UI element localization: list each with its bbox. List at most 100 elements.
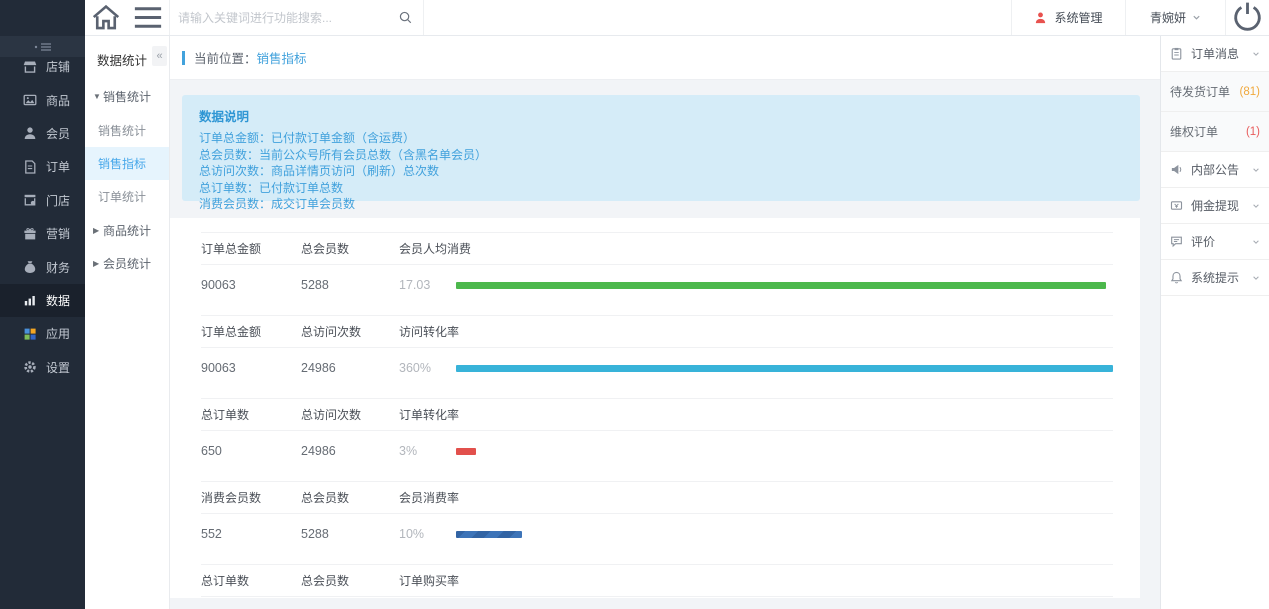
metric-col-label: 总会员数 <box>301 572 399 589</box>
metric-value-row: 90063 5288 17.03 <box>201 265 1113 306</box>
metric-group-order-purchase-rate: 总订单数 总会员数 订单购买率 650 5288 12% <box>201 564 1113 609</box>
sidebar-item-apps[interactable]: 应用 <box>0 317 85 350</box>
sidebar-item-label: 财务 <box>46 259 70 276</box>
metric-value-row: 90063 24986 360% <box>201 348 1113 389</box>
panel-section-order-messages[interactable]: 订单消息 <box>1161 36 1269 72</box>
metric-col-label: 总访问次数 <box>301 323 399 340</box>
metric-header-row: 总订单数 总访问次数 订单转化率 <box>201 398 1113 431</box>
search-input[interactable] <box>178 11 398 25</box>
submenu-item-order-stats[interactable]: 订单统计 <box>85 180 169 213</box>
metric-header-row: 总订单数 总会员数 订单购买率 <box>201 564 1113 597</box>
breadcrumb-current-link[interactable]: 销售指标 <box>257 48 307 67</box>
member-icon <box>23 126 37 140</box>
progress-bar <box>456 282 1106 289</box>
panel-section-label: 评价 <box>1191 233 1215 250</box>
count-badge: (1) <box>1246 126 1260 138</box>
global-search <box>170 0 424 35</box>
goods-icon <box>23 93 37 107</box>
sidebar-item-label: 订单 <box>46 158 70 175</box>
progress-bar-track <box>456 282 1113 289</box>
sidebar-item-label: 营销 <box>46 225 70 242</box>
submenu-title: 数据统计 <box>97 54 147 68</box>
admin-dashboard: 店铺 商品 会员 订单 门店 营销 财务 数据 应用 设置 系统管理 青婉妍 <box>0 0 1269 609</box>
sidebar-item-members[interactable]: 会员 <box>0 117 85 150</box>
bell-icon <box>1170 271 1183 284</box>
panel-section-commission-withdraw[interactable]: 佣金提现 <box>1161 188 1269 224</box>
submenu-item-sales-stats[interactable]: 销售统计 <box>85 113 169 146</box>
sidebar-item-label: 设置 <box>46 359 70 376</box>
metric-group-visit-conversion: 订单总金额 总访问次数 访问转化率 90063 24986 360% <box>201 315 1113 389</box>
metric-group-order-conversion: 总订单数 总访问次数 订单转化率 650 24986 3% <box>201 398 1113 472</box>
metrics-card: 订单总金额 总会员数 会员人均消费 90063 5288 17.03 订单总金额… <box>170 218 1140 598</box>
panel-item-label: 维权订单 <box>1170 123 1218 140</box>
metric-value: 552 <box>201 527 301 541</box>
metric-value: 5288 <box>301 278 399 292</box>
metric-value: 90063 <box>201 361 301 375</box>
comment-icon <box>1170 235 1183 248</box>
info-line: 消费会员数：成交订单会员数 <box>199 196 1123 213</box>
submenu-collapse-button[interactable]: « <box>152 46 167 66</box>
shop-icon <box>23 60 37 74</box>
metric-col-label: 总会员数 <box>301 489 399 506</box>
sidebar-item-settings[interactable]: 设置 <box>0 351 85 384</box>
panel-section-reviews[interactable]: 评价 <box>1161 224 1269 260</box>
metric-ratio-value: 3% <box>399 444 456 458</box>
sidebar-item-data[interactable]: 数据 <box>0 284 85 317</box>
info-line: 订单总金额：已付款订单金额（含运费） <box>199 130 1123 147</box>
metric-value: 90063 <box>201 278 301 292</box>
apps-grid-icon <box>23 327 37 341</box>
breadcrumb-accent-bar <box>182 51 185 65</box>
progress-bar-track <box>456 531 1113 538</box>
person-red-icon <box>1034 11 1047 24</box>
primary-nav: 店铺 商品 会员 订单 门店 营销 财务 数据 应用 设置 <box>0 50 85 384</box>
chevron-down-icon <box>1192 13 1201 22</box>
caret-down-icon: ▼ <box>93 92 103 101</box>
store-icon <box>23 193 37 207</box>
megaphone-icon <box>1170 163 1183 176</box>
sidebar-item-label: 商品 <box>46 92 70 109</box>
chevron-down-icon <box>1252 50 1260 58</box>
panel-section-label: 佣金提现 <box>1191 197 1239 214</box>
logout-button[interactable] <box>1225 0 1269 35</box>
clipboard-icon <box>1170 47 1183 60</box>
metric-col-label: 订单总金额 <box>201 240 301 257</box>
sidebar-item-stores[interactable]: 门店 <box>0 184 85 217</box>
submenu-group-goods-stats[interactable]: ▶商品统计 <box>85 214 169 247</box>
sidebar-item-shop[interactable]: 店铺 <box>0 50 85 83</box>
gear-icon <box>23 360 37 374</box>
topbar: 系统管理 青婉妍 <box>85 0 1269 36</box>
sidebar-item-goods[interactable]: 商品 <box>0 83 85 116</box>
search-icon[interactable] <box>398 10 413 25</box>
sidebar-item-label: 会员 <box>46 125 70 142</box>
panel-item-rights-orders[interactable]: 维权订单 (1) <box>1161 112 1269 152</box>
power-icon <box>1226 0 1269 35</box>
user-menu[interactable]: 青婉妍 <box>1125 0 1225 35</box>
sidebar-item-orders[interactable]: 订单 <box>0 150 85 183</box>
metric-value: 24986 <box>301 361 399 375</box>
topbar-nav <box>85 0 170 35</box>
menu-toggle-button[interactable] <box>127 0 169 35</box>
progress-bar <box>456 448 476 455</box>
panel-item-pending-shipment[interactable]: 待发货订单 (81) <box>1161 72 1269 112</box>
money-bag-icon <box>23 260 37 274</box>
submenu-group-sales-stats[interactable]: ▼销售统计 <box>85 80 169 113</box>
system-admin-label: 系统管理 <box>1054 9 1102 26</box>
panel-section-label: 系统提示 <box>1191 269 1239 286</box>
chevron-down-icon <box>1252 274 1260 282</box>
metric-col-label: 总访问次数 <box>301 406 399 423</box>
system-admin-button[interactable]: 系统管理 <box>1011 0 1125 35</box>
metric-header-row: 订单总金额 总会员数 会员人均消费 <box>201 232 1113 265</box>
sidebar-item-finance[interactable]: 财务 <box>0 250 85 283</box>
submenu-label: 会员统计 <box>103 255 151 272</box>
submenu-item-sales-kpi[interactable]: 销售指标 <box>85 147 169 180</box>
bar-chart-icon <box>23 293 37 307</box>
home-button[interactable] <box>85 0 127 35</box>
submenu-label: 销售统计 <box>98 122 146 139</box>
cash-icon <box>1170 199 1183 212</box>
metric-ratio-value: 10% <box>399 527 456 541</box>
panel-section-internal-notice[interactable]: 内部公告 <box>1161 152 1269 188</box>
panel-section-system-alerts[interactable]: 系统提示 <box>1161 260 1269 296</box>
info-line: 总访问次数：商品详情页访问（刷新）总次数 <box>199 163 1123 180</box>
sidebar-item-marketing[interactable]: 营销 <box>0 217 85 250</box>
submenu-group-member-stats[interactable]: ▶会员统计 <box>85 247 169 280</box>
